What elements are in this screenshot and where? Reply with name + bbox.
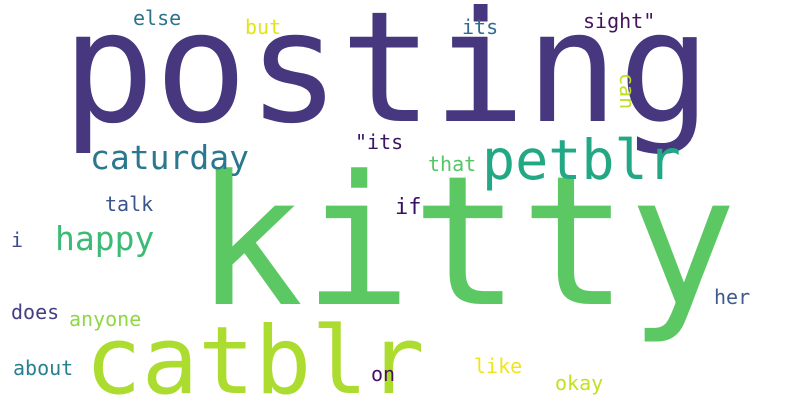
word-about: about: [13, 356, 74, 380]
word-its: its: [462, 15, 499, 39]
word-but: but: [245, 15, 282, 39]
word-i: i: [11, 228, 24, 252]
word-okay: okay: [555, 371, 604, 395]
word-on: on: [371, 362, 396, 386]
word-catblr: catblr: [85, 307, 425, 400]
word-anyone: anyone: [69, 307, 142, 331]
word-does: does: [11, 300, 60, 324]
word-posting: posting: [62, 0, 712, 158]
word-petblr: petblr: [482, 128, 681, 192]
word-if: if: [395, 195, 422, 220]
word-sight: sight": [583, 9, 656, 33]
word-caturday: caturday: [90, 138, 249, 177]
word-else: else: [133, 6, 182, 30]
word-her: her: [714, 285, 751, 309]
word-talk: talk: [105, 192, 154, 216]
word-can: can: [615, 73, 639, 110]
word-that: that: [428, 152, 477, 176]
word-like: like: [474, 354, 523, 378]
word-happy: happy: [55, 219, 155, 258]
word-kitty: kitty: [195, 138, 737, 347]
word-quote-its: "its: [355, 130, 404, 154]
